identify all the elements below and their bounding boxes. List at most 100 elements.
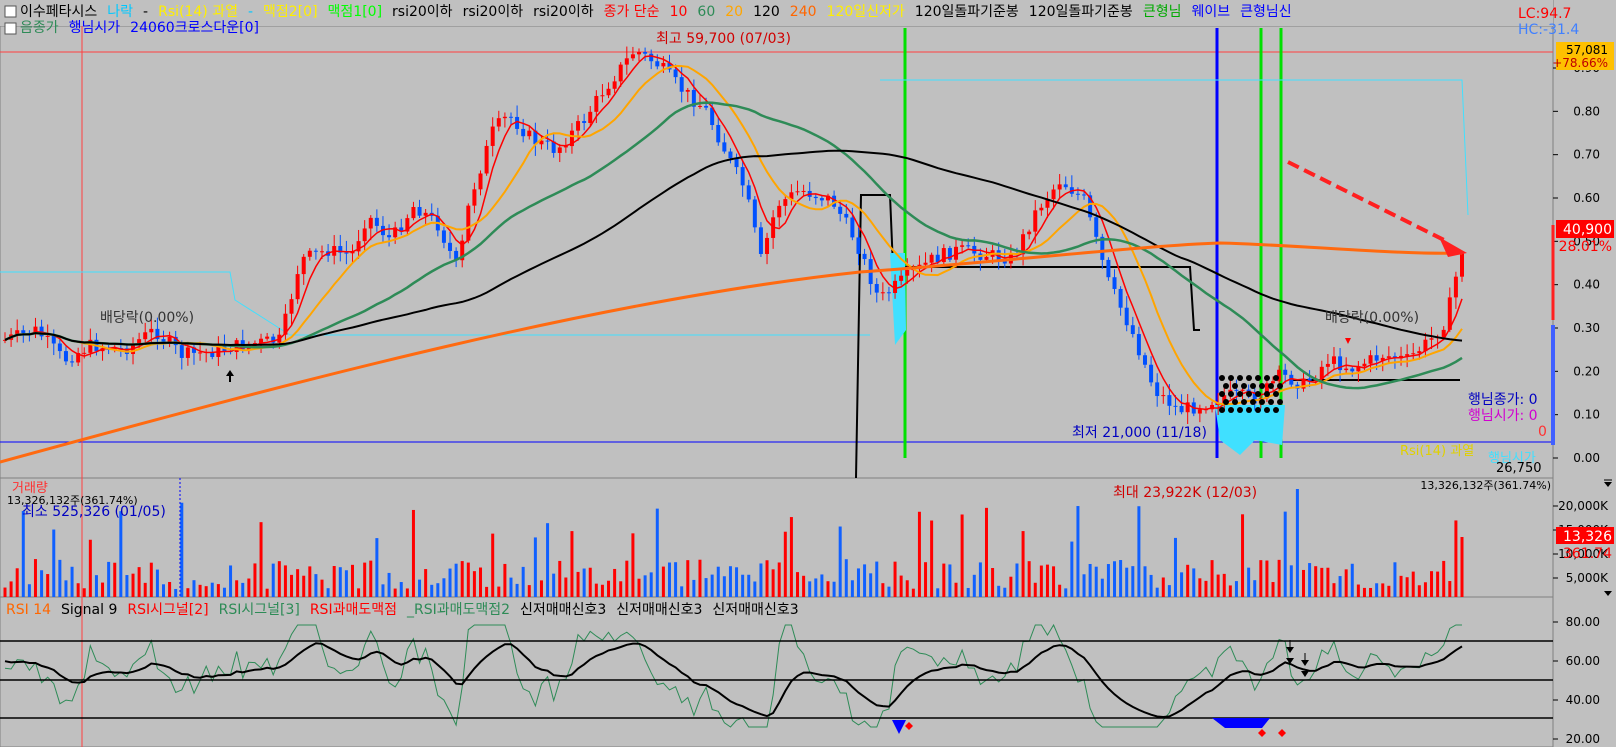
candle-body[interactable] xyxy=(57,343,62,352)
volume-bar[interactable] xyxy=(558,560,562,597)
candle-body[interactable] xyxy=(496,118,501,127)
volume-bar[interactable] xyxy=(1442,560,1446,597)
volume-bar[interactable] xyxy=(1289,565,1293,597)
candle-body[interactable] xyxy=(155,328,160,340)
candle-body[interactable] xyxy=(137,339,142,344)
volume-bar[interactable] xyxy=(722,576,726,597)
candle-body[interactable] xyxy=(813,196,818,199)
candle-body[interactable] xyxy=(539,140,544,145)
candle-body[interactable] xyxy=(704,105,709,108)
volume-bar[interactable] xyxy=(186,588,190,597)
volume-bar[interactable] xyxy=(1161,577,1165,597)
volume-bar[interactable] xyxy=(137,567,141,597)
candle-body[interactable] xyxy=(551,141,556,153)
volume-bar[interactable] xyxy=(1173,537,1177,597)
candle-body[interactable] xyxy=(630,54,635,59)
volume-bar[interactable] xyxy=(15,568,19,597)
candle-body[interactable] xyxy=(173,336,178,346)
legend2-item[interactable]: 24060크로스다운[0] xyxy=(130,20,259,36)
volume-bar[interactable] xyxy=(521,566,525,597)
candle-body[interactable] xyxy=(3,339,7,341)
volume-bar[interactable] xyxy=(1131,566,1135,597)
volume-bar[interactable] xyxy=(637,578,641,597)
volume-bar[interactable] xyxy=(1417,585,1421,597)
candle-body[interactable] xyxy=(1277,369,1282,382)
volume-bar[interactable] xyxy=(1253,580,1257,597)
candle-body[interactable] xyxy=(478,173,483,190)
legend-item[interactable]: rsi20이하 xyxy=(533,4,594,20)
candle-body[interactable] xyxy=(1185,402,1190,413)
volume-bar[interactable] xyxy=(1356,584,1360,597)
legend-item[interactable]: 60 xyxy=(697,4,715,20)
volume-bar[interactable] xyxy=(1015,563,1019,597)
candle-body[interactable] xyxy=(320,251,325,253)
volume-bar[interactable] xyxy=(9,581,13,597)
volume-bar[interactable] xyxy=(704,578,708,597)
volume-bar[interactable] xyxy=(149,562,153,597)
volume-bar[interactable] xyxy=(314,574,318,597)
volume-bar[interactable] xyxy=(674,562,678,597)
volume-bar[interactable] xyxy=(1143,566,1147,597)
candle-body[interactable] xyxy=(521,128,526,137)
volume-bar[interactable] xyxy=(216,584,220,597)
volume-bar[interactable] xyxy=(1064,588,1068,597)
volume-bar[interactable] xyxy=(1448,581,1452,597)
volume-bar[interactable] xyxy=(509,577,513,597)
volume-bar[interactable] xyxy=(1344,569,1348,597)
candle-body[interactable] xyxy=(1252,391,1257,404)
candle-body[interactable] xyxy=(874,284,879,293)
volume-bar[interactable] xyxy=(765,560,769,597)
volume-bar[interactable] xyxy=(972,574,976,597)
candle-body[interactable] xyxy=(502,116,507,119)
volume-bar[interactable] xyxy=(1381,583,1385,597)
volume-bar[interactable] xyxy=(21,511,25,597)
volume-bar[interactable] xyxy=(1387,585,1391,597)
volume-bar[interactable] xyxy=(125,575,129,597)
candle-body[interactable] xyxy=(661,62,666,67)
volume-bar[interactable] xyxy=(131,573,135,597)
volume-bar[interactable] xyxy=(838,526,842,597)
volume-bar[interactable] xyxy=(204,586,208,597)
volume-bar[interactable] xyxy=(698,559,702,597)
volume-bar[interactable] xyxy=(960,514,964,597)
legend-item[interactable]: 큰형님 xyxy=(1143,4,1182,20)
volume-bar[interactable] xyxy=(1326,567,1330,597)
volume-bar[interactable] xyxy=(875,561,879,597)
candle-body[interactable] xyxy=(1356,366,1361,372)
candle-body[interactable] xyxy=(1179,406,1184,413)
rsi-legend-item[interactable]: RSI시그널[3] xyxy=(219,602,300,618)
volume-bar[interactable] xyxy=(594,583,598,597)
candle-body[interactable] xyxy=(515,116,520,129)
volume-bar[interactable] xyxy=(344,570,348,597)
candle-body[interactable] xyxy=(691,89,696,107)
volume-bar[interactable] xyxy=(930,520,934,597)
volume-bars[interactable] xyxy=(3,489,1464,597)
volume-bar[interactable] xyxy=(229,565,233,597)
volume-bar[interactable] xyxy=(753,581,757,597)
candle-body[interactable] xyxy=(15,330,20,335)
candle-body[interactable] xyxy=(893,280,898,294)
candle-body[interactable] xyxy=(1411,353,1416,355)
volume-bar[interactable] xyxy=(546,523,550,597)
volume-bar[interactable] xyxy=(1106,564,1110,597)
candle-body[interactable] xyxy=(216,345,221,357)
volume-bar[interactable] xyxy=(52,529,56,597)
candle-body[interactable] xyxy=(941,248,946,263)
volume-bar[interactable] xyxy=(1039,565,1043,597)
volume-bar[interactable] xyxy=(113,562,117,597)
candle-body[interactable] xyxy=(210,351,215,357)
volume-bar[interactable] xyxy=(710,574,714,597)
volume-bar[interactable] xyxy=(570,531,574,597)
candle-body[interactable] xyxy=(252,343,257,345)
volume-bar[interactable] xyxy=(716,566,720,597)
candle-body[interactable] xyxy=(783,199,788,206)
volume-bar[interactable] xyxy=(405,588,409,597)
candle-body[interactable] xyxy=(1088,195,1093,218)
candle-body[interactable] xyxy=(777,205,782,218)
volume-bar[interactable] xyxy=(984,507,988,597)
volume-bar[interactable] xyxy=(783,531,787,597)
volume-bar[interactable] xyxy=(210,582,214,597)
volume-bar[interactable] xyxy=(143,582,147,597)
volume-bar[interactable] xyxy=(271,563,275,597)
legend-item[interactable]: - xyxy=(143,4,148,20)
